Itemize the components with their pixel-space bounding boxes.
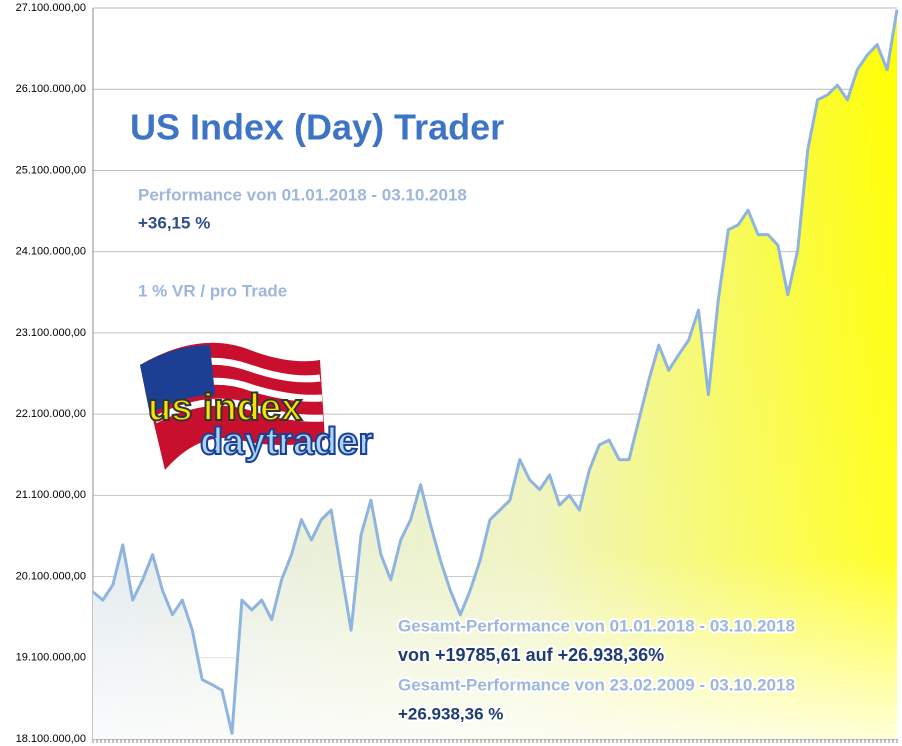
annotation: +36,15 % <box>138 213 210 232</box>
y-tick-label: 21.100.000,00 <box>16 489 86 501</box>
y-tick-label: 22.100.000,00 <box>16 408 86 420</box>
annotation: Gesamt-Performance von 23.02.2009 - 03.1… <box>398 675 795 694</box>
logo-text: daytrader <box>200 421 373 463</box>
y-tick-label: 26.100.000,00 <box>16 83 86 95</box>
y-tick-label: 25.100.000,00 <box>16 164 86 176</box>
annotation: Gesamt-Performance von 01.01.2018 - 03.1… <box>398 616 795 635</box>
y-tick-label: 27.100.000,00 <box>16 2 86 14</box>
y-tick-label: 23.100.000,00 <box>16 327 86 339</box>
logo-text: us index <box>148 387 302 429</box>
annotation: +26.938,36 % <box>398 704 503 723</box>
annotation: Performance von 01.01.2018 - 03.10.2018 <box>138 185 467 204</box>
y-tick-label: 24.100.000,00 <box>16 246 86 258</box>
line <box>92 9 899 735</box>
y-tick-label: 18.100.000,00 <box>16 733 86 745</box>
texts: US Index (Day) Trader Performance von 01… <box>127 104 797 726</box>
logo: us index daytrader <box>140 342 374 470</box>
annotation: 1 % VR / pro Trade <box>138 281 287 300</box>
chart-title: US Index (Day) Trader <box>130 107 504 148</box>
flag-canton <box>140 345 215 415</box>
y-tick-label: 20.100.000,00 <box>16 570 86 582</box>
annotation: von +19785,61 auf +26.938,36% <box>398 645 664 665</box>
y-tick-label: 19.100.000,00 <box>16 652 86 664</box>
